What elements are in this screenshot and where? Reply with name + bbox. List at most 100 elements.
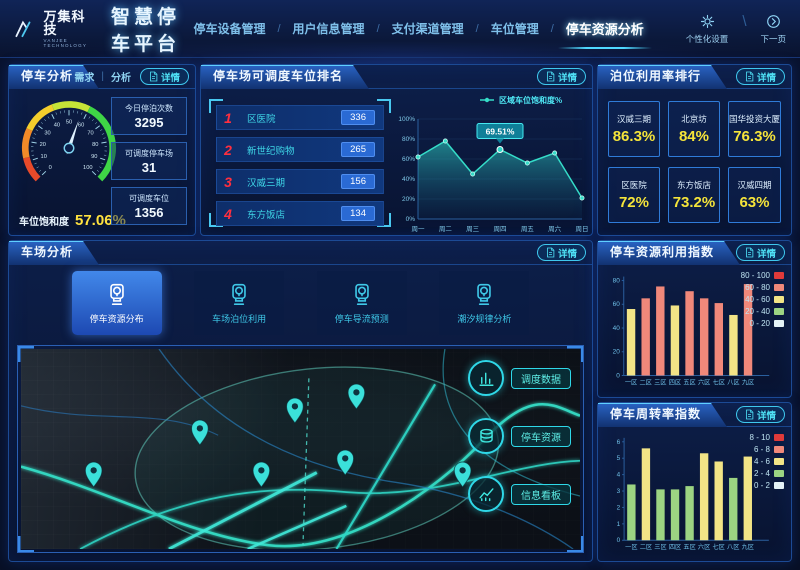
svg-text:80: 80 xyxy=(92,142,98,148)
panel-dispatch-ranking: 停车场可调度车位排名 详情 1 区医院 336 2 新世纪购物 265 3 xyxy=(200,64,593,236)
parking-resource-button[interactable]: 停车资源 xyxy=(468,418,571,454)
parking-meter-icon xyxy=(355,283,369,305)
tab-analysis[interactable]: 分析 xyxy=(110,73,131,84)
ranking-row[interactable]: 1 区医院 336 xyxy=(216,105,384,130)
svg-text:五区: 五区 xyxy=(683,544,695,551)
berth-card[interactable]: 区医院 72% xyxy=(608,167,660,223)
saturation-area-chart: 0% 20% 40% 60% 80% 100% 周一 周二 周三 周四 周五 周六 周日 区域车位饱和度%… xyxy=(388,89,590,235)
mode-button-tidal-analysis[interactable]: 潮汐规律分析 xyxy=(439,271,530,335)
city-map[interactable]: 调度数据 停车资源 信息看板 xyxy=(17,345,584,553)
ranking-row[interactable]: 4 东方饭店 134 xyxy=(216,201,384,226)
svg-text:2: 2 xyxy=(617,504,621,511)
svg-text:1: 1 xyxy=(617,521,621,528)
trend-icon xyxy=(478,487,494,501)
gear-icon xyxy=(700,14,714,28)
info-board-button[interactable]: 信息看板 xyxy=(468,476,571,512)
database-icon xyxy=(479,428,493,443)
svg-text:3: 3 xyxy=(617,488,621,495)
detail-button[interactable]: 详情 xyxy=(536,244,586,261)
nav-item-user-info-mgmt[interactable]: 用户信息管理 xyxy=(292,22,365,36)
svg-text:60%: 60% xyxy=(402,156,415,163)
tab-demand[interactable]: 需求 xyxy=(74,73,95,84)
svg-text:八区: 八区 xyxy=(727,379,739,386)
nav-item-resource-analysis[interactable]: 停车资源分析 xyxy=(557,19,652,49)
berth-card[interactable]: 东方饭店 73.2% xyxy=(667,167,720,223)
nav-item-payment-mgmt[interactable]: 支付渠道管理 xyxy=(391,22,464,36)
value-badge: 265 xyxy=(341,142,375,157)
svg-text:20: 20 xyxy=(613,349,621,356)
svg-text:0: 0 xyxy=(49,165,52,171)
map-artwork xyxy=(21,349,580,549)
nav-separator: / xyxy=(277,22,281,35)
value-badge: 156 xyxy=(341,174,375,189)
ranking-row[interactable]: 3 汉威三期 156 xyxy=(216,169,384,194)
berth-card[interactable]: 汉威三期 86.3% xyxy=(608,101,660,157)
map-overlay-buttons: 调度数据 停车资源 信息看板 xyxy=(468,360,571,512)
panel-parking-analysis: 停车分析 需求 | 分析 详情 0 10 20 30 40 50 60 70 80 90 100 车… xyxy=(8,64,196,236)
detail-button[interactable]: 详情 xyxy=(735,244,785,261)
parking-meter-icon xyxy=(109,283,124,305)
panel-title: 停车资源利用指数 xyxy=(598,241,740,265)
detail-button[interactable]: 详情 xyxy=(735,68,785,85)
vanjee-logo-icon xyxy=(15,20,31,37)
svg-text:六区: 六区 xyxy=(698,378,710,386)
svg-text:六区: 六区 xyxy=(698,543,710,551)
mode-button-berth-utilization[interactable]: 车场泊位利用 xyxy=(194,271,285,335)
map-pin[interactable] xyxy=(453,461,472,488)
svg-text:二区: 二区 xyxy=(640,544,652,551)
svg-text:70: 70 xyxy=(87,130,93,136)
map-pin[interactable] xyxy=(347,383,366,410)
svg-text:5: 5 xyxy=(617,455,621,462)
map-pin[interactable] xyxy=(336,449,355,476)
panel-resource-index: 停车资源利用指数 详情 0 20 40 60 80 一区 二区 三区 四区 五区 六区 七区 八区 九区 8… xyxy=(597,240,792,398)
ranking-list: 1 区医院 336 2 新世纪购物 265 3 汉威三期 156 4 东方饭店 … xyxy=(209,99,391,227)
svg-text:4: 4 xyxy=(617,472,621,479)
map-pin[interactable] xyxy=(286,397,304,424)
svg-text:40: 40 xyxy=(54,122,60,128)
personalize-button[interactable]: 个性化设置 xyxy=(686,13,728,45)
svg-text:周四: 周四 xyxy=(494,225,507,233)
nav-separator: / xyxy=(376,22,380,35)
svg-text:二区: 二区 xyxy=(639,379,651,386)
document-icon xyxy=(746,71,754,82)
mode-button-flow-forecast[interactable]: 停车导流预测 xyxy=(316,271,407,335)
panel-turnover-index: 停车周转率指数 详情 0 1 2 3 4 5 6 一区 二区 三区 四区 五区 六区 七区 八区 九区 8 - … xyxy=(597,402,792,562)
dispatch-data-button[interactable]: 调度数据 xyxy=(468,360,571,396)
map-pin[interactable] xyxy=(252,461,271,488)
detail-button[interactable]: 详情 xyxy=(735,406,785,423)
svg-text:周六: 周六 xyxy=(548,224,562,233)
nav-item-space-mgmt[interactable]: 车位管理 xyxy=(490,22,539,36)
stat-card-dispatchable-lots: 可调度停车场 31 xyxy=(111,142,187,180)
value-badge: 336 xyxy=(341,110,375,125)
svg-text:三区: 三区 xyxy=(654,379,666,386)
svg-text:90: 90 xyxy=(91,154,97,160)
mode-button-resource-distribution[interactable]: 停车资源分布 xyxy=(71,271,162,335)
nav-item-device-mgmt[interactable]: 停车设备管理 xyxy=(193,22,266,36)
document-icon xyxy=(746,247,754,258)
berth-card[interactable]: 北京坊 84% xyxy=(667,101,720,157)
svg-text:四区: 四区 xyxy=(669,544,681,551)
map-pin[interactable] xyxy=(84,461,103,488)
svg-text:6: 6 xyxy=(617,439,621,446)
svg-text:周日: 周日 xyxy=(576,225,589,233)
ranking-row[interactable]: 2 新世纪购物 265 xyxy=(216,137,384,162)
next-page-button[interactable]: 下一页 xyxy=(760,13,786,45)
detail-button[interactable]: 详情 xyxy=(536,68,586,85)
map-pin[interactable] xyxy=(191,419,209,446)
svg-text:九区: 九区 xyxy=(742,543,754,551)
berth-card[interactable]: 国华投资大厦 76.3% xyxy=(727,101,781,157)
panel-title: 停车周转率指数 xyxy=(598,403,727,427)
svg-text:40: 40 xyxy=(613,325,621,332)
detail-button[interactable]: 详情 xyxy=(139,68,189,85)
svg-text:周五: 周五 xyxy=(521,225,535,233)
next-page-icon xyxy=(766,14,780,28)
svg-text:50: 50 xyxy=(66,119,72,125)
panel-carpark-analysis: 车场分析 详情 停车资源分布 车场泊位 xyxy=(8,240,593,562)
svg-text:20: 20 xyxy=(40,142,46,148)
berth-card[interactable]: 汉威四期 63% xyxy=(727,167,781,223)
document-icon xyxy=(746,409,754,420)
svg-text:五区: 五区 xyxy=(683,379,695,386)
panel-berth-utilization: 泊位利用率排行 详情 汉威三期 86.3% 北京坊 84% 国华投资大厦 76.… xyxy=(597,64,792,236)
actions-separator: \ xyxy=(742,13,747,30)
